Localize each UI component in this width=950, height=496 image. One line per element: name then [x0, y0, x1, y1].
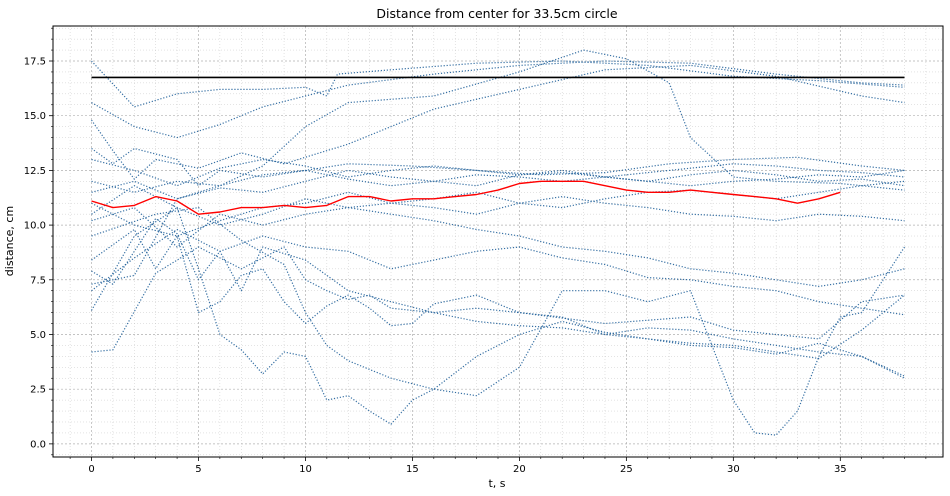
- track-line-9: [91, 180, 905, 237]
- x-tick-label: 20: [513, 464, 526, 475]
- y-tick-label: 0.0: [30, 439, 46, 450]
- x-tick-label: 35: [834, 464, 847, 475]
- y-tick-label: 15.0: [24, 111, 46, 122]
- track-line-2: [91, 60, 905, 139]
- ticks-layer: 0 5 10 15 20 25 30 35 0.0 2.5 5.0 7.5 10.0 12.5 15.0 17…: [24, 27, 927, 475]
- mean-line: [91, 180, 841, 215]
- y-tick-label: 10.0: [24, 221, 46, 232]
- y-tick-label: 17.5: [24, 57, 46, 68]
- y-axis-label: distance, cm: [3, 206, 16, 276]
- chart-title: Distance from center for 33.5cm circle: [376, 6, 617, 21]
- track-line-16: [91, 158, 905, 187]
- mean-layer: [91, 180, 841, 215]
- x-tick-label: 5: [195, 464, 201, 475]
- y-tick-label: 12.5: [24, 166, 46, 177]
- x-tick-label: 15: [406, 464, 419, 475]
- x-tick-label: 0: [88, 464, 94, 475]
- x-axis-label: t, s: [488, 477, 505, 490]
- x-tick-label: 25: [620, 464, 633, 475]
- track-line-17: [91, 185, 905, 287]
- track-line-7: [91, 169, 905, 200]
- y-tick-label: 5.0: [30, 330, 46, 341]
- y-tick-label: 2.5: [30, 385, 46, 396]
- track-line-14: [91, 207, 906, 436]
- track-line-6: [91, 163, 905, 193]
- y-tick-label: 7.5: [30, 275, 46, 286]
- x-tick-label: 30: [727, 464, 740, 475]
- x-tick-label: 10: [299, 464, 312, 475]
- track-line-13: [90, 207, 905, 425]
- tracks-layer: [90, 49, 906, 436]
- track-line-5: [91, 147, 905, 187]
- track-line-1: [91, 60, 905, 108]
- major-grid: [53, 26, 943, 457]
- track-line-12: [91, 246, 905, 379]
